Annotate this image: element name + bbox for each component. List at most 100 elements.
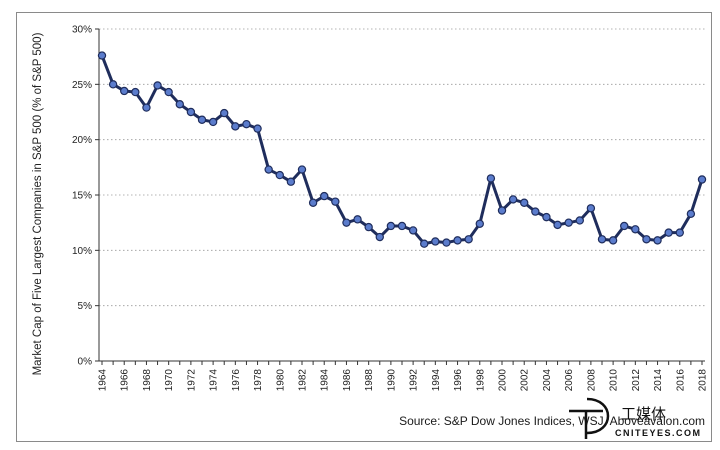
x-tick-label: 1992 [409, 369, 420, 392]
x-tick-label: 1980 [275, 369, 286, 392]
data-point [397, 221, 407, 231]
data-point [564, 218, 573, 227]
x-tick-label: 1978 [253, 369, 264, 392]
x-tick-label: 1968 [142, 369, 153, 392]
data-point [286, 177, 296, 186]
axes [98, 29, 705, 362]
watermark-en-text: CNITEYES.COM [615, 428, 702, 438]
x-tick-label: 1990 [386, 369, 397, 392]
data-point [108, 80, 118, 89]
x-tick-label: 1964 [98, 369, 109, 392]
x-tick-label: 1994 [431, 369, 442, 392]
x-tick-label: 2012 [631, 369, 642, 392]
data-point [408, 226, 418, 235]
data-point [520, 198, 529, 207]
data-point [308, 198, 318, 207]
y-tick-label: 25% [72, 80, 92, 91]
data-point [608, 236, 618, 245]
watermark-cn-text: 工媒体 [621, 405, 666, 423]
source-note: Source: S&P Dow Jones Indices, WSJ, Abov… [399, 414, 705, 428]
data-point [542, 212, 551, 222]
data-point [164, 87, 173, 97]
x-tick-label: 1996 [453, 369, 464, 392]
x-tick-label: 2002 [520, 369, 531, 392]
data-point [675, 228, 684, 237]
data-point [597, 235, 607, 244]
data-point [453, 236, 462, 245]
y-tick-label: 30% [72, 25, 92, 36]
data-point [342, 218, 351, 227]
data-point [331, 197, 340, 206]
data-point [220, 108, 229, 118]
data-point [508, 195, 518, 204]
series-market-cap-share [97, 51, 707, 248]
x-tick-label: 2006 [564, 369, 575, 392]
x-tick-label: 1972 [186, 369, 197, 392]
data-point [297, 165, 307, 174]
data-point [420, 239, 429, 248]
data-point [553, 220, 562, 230]
x-tick-label: 2000 [498, 369, 509, 392]
logo-mark [569, 397, 610, 439]
x-tick-label: 2004 [542, 369, 553, 392]
y-tick-label: 0% [78, 357, 93, 368]
data-point [153, 81, 162, 90]
data-point [364, 222, 373, 232]
data-point [97, 51, 107, 60]
y-tick-label: 10% [72, 246, 92, 257]
x-tick-label: 1976 [231, 369, 242, 392]
data-point [353, 215, 362, 224]
x-tick-label: 1966 [120, 369, 131, 392]
x-tick-label: 1982 [298, 369, 309, 392]
data-point [664, 228, 673, 237]
data-point [386, 221, 396, 231]
x-tick-label: 1988 [364, 369, 375, 392]
y-tick-label: 5% [78, 301, 93, 312]
data-point [442, 238, 451, 247]
data-point [175, 100, 184, 109]
data-point [131, 87, 140, 97]
data-point [208, 117, 218, 127]
data-point [264, 165, 273, 174]
x-tick-label: 1998 [475, 369, 486, 392]
data-point [486, 174, 496, 183]
x-tick-label: 1986 [342, 369, 353, 392]
data-point [642, 235, 651, 244]
data-point [531, 207, 540, 216]
data-point [120, 86, 129, 96]
chart-frame: 0% 5% 10% 15% 20% 25% 30% 1964 1966 1968 1970 1972… [16, 12, 712, 442]
x-tick-label: 2010 [609, 369, 620, 392]
data-point [320, 191, 329, 201]
data-point [186, 107, 196, 117]
y-tick-label: 20% [72, 135, 92, 146]
data-point [475, 219, 484, 228]
data-point [575, 216, 584, 225]
x-tick-label: 1984 [320, 369, 331, 392]
data-point [653, 236, 662, 245]
data-point [620, 221, 629, 231]
data-point [142, 103, 151, 112]
line-chart: 0% 5% 10% 15% 20% 25% 30% 1964 1966 1968 1970 1972… [32, 25, 709, 439]
x-tick-label: 1974 [209, 369, 220, 392]
data-point [697, 175, 707, 184]
y-tick-label: 15% [72, 191, 92, 202]
gridlines [99, 28, 705, 307]
x-tick-label: 2008 [586, 369, 597, 392]
watermark-logo: 工媒体 CNITEYES.COM [569, 397, 702, 439]
x-tick-label: 1970 [164, 369, 175, 392]
x-tick-label: 2014 [653, 369, 664, 392]
data-point [497, 206, 507, 215]
y-axis-ticks: 0% 5% 10% 15% 20% 25% 30% [72, 25, 99, 368]
data-point [375, 232, 384, 242]
data-point [275, 170, 284, 180]
data-point [686, 209, 696, 219]
x-axis-ticks: 1964 1966 1968 1970 1972 1974 1976 1978 1980 1982… [98, 361, 709, 391]
data-point [431, 237, 440, 246]
data-point [231, 122, 240, 131]
y-axis-label: Market Cap of Five Largest Companies in … [32, 32, 44, 375]
x-tick-label: 2016 [675, 369, 686, 392]
data-point [631, 225, 640, 234]
data-point [464, 235, 473, 244]
data-point [586, 204, 596, 213]
series-line [100, 55, 704, 246]
